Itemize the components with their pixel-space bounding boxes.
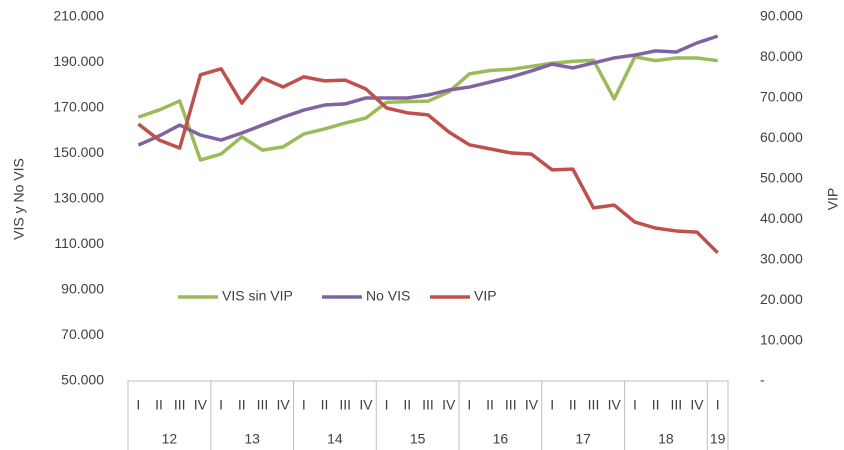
x-tick-label: III (505, 397, 517, 413)
x-tick-label: III (174, 397, 186, 413)
x-group-label: 16 (493, 431, 509, 447)
series-line (137, 67, 719, 255)
x-tick-label: IV (525, 397, 539, 413)
x-tick-label: I (550, 397, 554, 413)
legend-label: VIP (474, 288, 497, 304)
x-tick-label: I (136, 397, 140, 413)
y2-tick-label: 70.000 (760, 89, 803, 105)
x-tick-label: IV (194, 397, 208, 413)
x-group-label: 18 (658, 431, 674, 447)
x-tick-label: III (670, 397, 682, 413)
x-tick-label: I (302, 397, 306, 413)
y2-tick-label: 80.000 (760, 48, 803, 64)
x-group-label: 13 (244, 431, 260, 447)
x-tick-label: II (155, 397, 163, 413)
x-group-label: 12 (162, 431, 178, 447)
x-tick-label: III (257, 397, 269, 413)
y2-tick-label: 50.000 (760, 169, 803, 185)
x-tick-label: IV (690, 397, 704, 413)
x-tick-label: III (339, 397, 351, 413)
y-tick-label: 50.000 (61, 372, 104, 388)
x-tick-label: II (403, 397, 411, 413)
x-tick-label: III (422, 397, 434, 413)
y-tick-label: 150.000 (53, 144, 104, 160)
series-line (137, 55, 718, 162)
y-tick-label: 130.000 (53, 190, 104, 206)
y-tick-label: 70.000 (61, 326, 104, 342)
y2-tick-label: 30.000 (760, 250, 803, 266)
x-group-label: 17 (575, 431, 591, 447)
x-tick-label: I (716, 397, 720, 413)
y2-tick-label: 20.000 (760, 291, 803, 307)
x-tick-label: I (385, 397, 389, 413)
legend-label: VIS sin VIP (222, 288, 293, 304)
x-tick-label: I (219, 397, 223, 413)
x-tick-label: II (321, 397, 329, 413)
x-group-label: 19 (710, 431, 726, 447)
y-tick-label: 190.000 (53, 53, 104, 69)
y-tick-label: 110.000 (54, 235, 104, 251)
y-tick-label: 170.000 (53, 99, 104, 115)
series-line (137, 34, 719, 147)
y2-tick-label: 90.000 (760, 8, 803, 24)
x-tick-label: I (633, 397, 637, 413)
y2-tick-label: 40.000 (760, 210, 803, 226)
y2-tick-label: 10.000 (760, 331, 803, 347)
y-tick-label: 90.000 (61, 281, 104, 297)
x-tick-label: IV (359, 397, 373, 413)
y2-tick-label: 60.000 (760, 129, 803, 145)
y2-axis-title: VIP (825, 188, 841, 211)
x-tick-label: II (652, 397, 660, 413)
legend-label: No VIS (366, 288, 410, 304)
x-group-label: 14 (327, 431, 343, 447)
x-tick-label: IV (277, 397, 291, 413)
x-tick-label: II (486, 397, 494, 413)
y-axis-title: VIS y No VIS (11, 158, 27, 240)
x-tick-label: IV (442, 397, 456, 413)
y2-tick-label: - (760, 372, 765, 388)
x-tick-label: III (588, 397, 600, 413)
x-group-label: 15 (410, 431, 426, 447)
y-tick-label: 210.000 (53, 8, 104, 24)
x-tick-label: II (569, 397, 577, 413)
x-tick-label: IV (608, 397, 622, 413)
x-tick-label: II (238, 397, 246, 413)
x-tick-label: I (467, 397, 471, 413)
